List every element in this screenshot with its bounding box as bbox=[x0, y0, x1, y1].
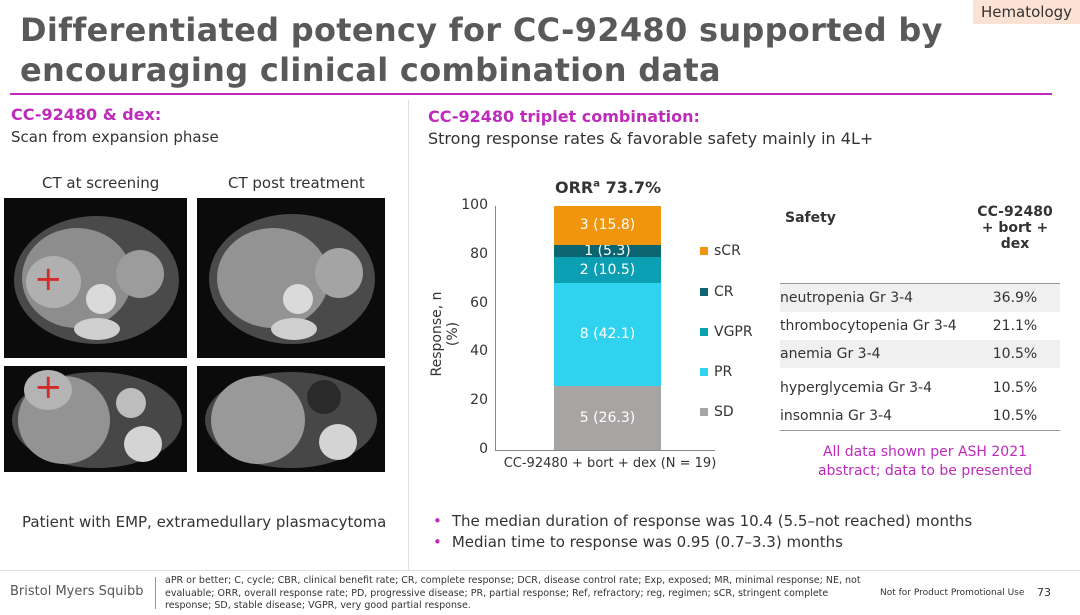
y-tick-label: 20 bbox=[470, 392, 488, 409]
data-label: 3 (15.8) bbox=[579, 217, 636, 234]
safety-table: Safety CC-92480 + bort + dex neutropenia… bbox=[780, 204, 1060, 431]
data-label: 2 (10.5) bbox=[579, 262, 636, 279]
table-row: hyperglycemia Gr 3-4 10.5% bbox=[780, 374, 1060, 402]
y-tick-label: 40 bbox=[470, 343, 488, 360]
legend-swatch bbox=[700, 247, 708, 255]
chart-title: ORRa 73.7% bbox=[555, 178, 662, 197]
legend-item-pr: PR bbox=[700, 364, 732, 380]
left-heading: CC-92480 & dex: bbox=[11, 105, 162, 124]
legend-item-vgpr: VGPR bbox=[700, 324, 753, 340]
list-item: Median time to response was 0.95 (0.7–3.… bbox=[433, 533, 972, 551]
ct-scan-post-axial bbox=[197, 198, 385, 358]
crosshair-icon: + bbox=[34, 259, 63, 299]
footnote: aPR or better; C, cycle; CBR, clinical b… bbox=[165, 575, 861, 611]
ct-scan-screening-axial: + bbox=[4, 198, 187, 358]
bar-segment-cr: 1 (5.3) bbox=[554, 243, 661, 260]
ct-scan-post-coronal bbox=[197, 366, 385, 472]
ae-value: 10.5% bbox=[992, 346, 1038, 362]
logo-divider bbox=[155, 577, 156, 609]
ash-note: All data shown per ASH 2021 abstract; da… bbox=[817, 444, 1033, 479]
y-axis-label: Response, n (%) bbox=[429, 291, 461, 377]
table-row: insomnia Gr 3-4 10.5% bbox=[780, 402, 1060, 430]
bar-segment-sd: 5 (26.3) bbox=[554, 385, 661, 450]
ae-value: 10.5% bbox=[992, 408, 1038, 424]
legend-label: SD bbox=[714, 404, 734, 420]
legend-label: PR bbox=[714, 364, 733, 380]
y-tick-label: 80 bbox=[470, 245, 488, 262]
column-divider bbox=[408, 100, 409, 570]
list-item: The median duration of response was 10.4… bbox=[433, 512, 972, 530]
y-axis-line bbox=[495, 206, 496, 450]
ae-name: insomnia Gr 3-4 bbox=[780, 408, 892, 424]
safety-col-header: Safety bbox=[785, 210, 836, 226]
data-label: 8 (42.1) bbox=[579, 326, 636, 343]
legend-item-sd: SD bbox=[700, 404, 734, 420]
safety-header-row: Safety CC-92480 + bort + dex bbox=[780, 204, 1060, 284]
ae-value: 36.9% bbox=[992, 290, 1038, 306]
legend-label: VGPR bbox=[714, 324, 753, 340]
legend-swatch bbox=[700, 288, 708, 296]
regimen-col-header: CC-92480 + bort + dex bbox=[977, 204, 1053, 252]
company-logo: Bristol Myers Squibb bbox=[10, 584, 144, 599]
bar-segment-vgpr: 2 (10.5) bbox=[554, 257, 661, 284]
ct-scan-screening-coronal: + bbox=[4, 366, 187, 472]
x-category-label: CC-92480 + bort + dex (N = 19) bbox=[503, 456, 717, 471]
legend-label: sCR bbox=[714, 243, 741, 259]
ae-value: 21.1% bbox=[992, 318, 1038, 334]
y-tick-label: 100 bbox=[461, 197, 488, 213]
crosshair-icon: + bbox=[34, 367, 63, 407]
ae-name: hyperglycemia Gr 3-4 bbox=[780, 380, 933, 396]
patient-note: Patient with EMP, extramedullary plasmac… bbox=[22, 513, 387, 531]
legend-item-cr: CR bbox=[700, 284, 734, 300]
section-tag: Hematology bbox=[973, 0, 1080, 24]
left-subheading: Scan from expansion phase bbox=[11, 128, 219, 146]
table-bottom-rule bbox=[780, 430, 1060, 431]
table-row: anemia Gr 3-4 10.5% bbox=[780, 340, 1060, 368]
key-findings-list: The median duration of response was 10.4… bbox=[433, 512, 972, 554]
table-row: neutropenia Gr 3-4 36.9% bbox=[780, 284, 1060, 312]
legend-swatch bbox=[700, 368, 708, 376]
promo-disclaimer: Not for Product Promotional Use bbox=[880, 588, 1025, 598]
ae-value: 10.5% bbox=[992, 380, 1038, 396]
right-subheading: Strong response rates & favorable safety… bbox=[428, 129, 874, 148]
legend-item-scr: sCR bbox=[700, 243, 741, 259]
title-divider bbox=[10, 93, 1052, 95]
x-axis-line bbox=[495, 450, 715, 451]
ae-name: thrombocytopenia Gr 3-4 bbox=[780, 318, 957, 334]
page-number: 73 bbox=[1037, 586, 1051, 599]
bar-segment-pr: 8 (42.1) bbox=[554, 283, 661, 386]
bar-segment-scr: 3 (15.8) bbox=[554, 206, 661, 245]
ct-post-label: CT post treatment bbox=[228, 174, 365, 192]
y-tick-label: 0 bbox=[479, 441, 488, 457]
right-heading: CC-92480 triplet combination: bbox=[428, 107, 700, 126]
table-row: thrombocytopenia Gr 3-4 21.1% bbox=[780, 312, 1060, 340]
legend-swatch bbox=[700, 408, 708, 416]
data-label: 1 (5.3) bbox=[584, 243, 631, 260]
ae-name: anemia Gr 3-4 bbox=[780, 346, 881, 362]
footer-divider bbox=[0, 570, 1080, 571]
ae-name: neutropenia Gr 3-4 bbox=[780, 290, 914, 306]
ct-screening-label: CT at screening bbox=[42, 174, 160, 192]
data-label: 5 (26.3) bbox=[579, 409, 636, 426]
legend-label: CR bbox=[714, 284, 734, 300]
y-tick-label: 60 bbox=[470, 294, 488, 311]
slide-title: Differentiated potency for CC-92480 supp… bbox=[20, 11, 943, 89]
legend-swatch bbox=[700, 328, 708, 336]
